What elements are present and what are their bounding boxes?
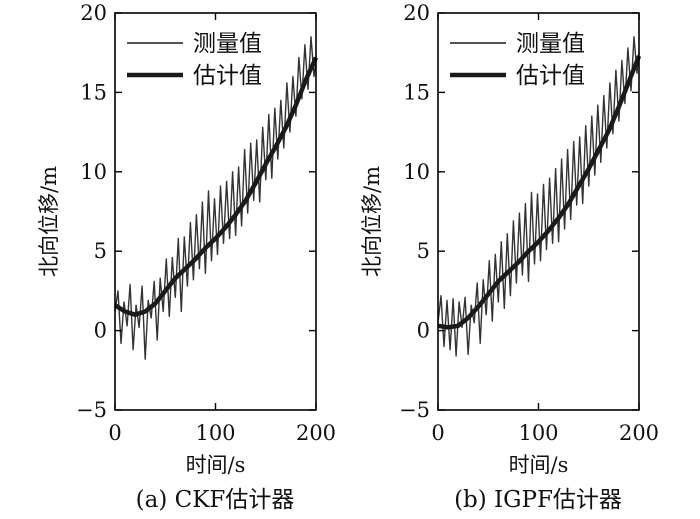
x-tick-label: 100 (518, 421, 558, 445)
x-axis-label: 时间/s (509, 453, 569, 477)
x-tick-label: 0 (431, 421, 444, 445)
y-tick-label: 20 (403, 1, 430, 25)
series-line-measurement (114, 36, 317, 360)
y-tick-label: 0 (94, 319, 107, 343)
y-axis-label: 北向位移/m (37, 166, 61, 277)
legend-entry-label: 测量值 (193, 31, 262, 57)
panel-caption: (a) CKF估计器 (136, 487, 295, 513)
x-tick-label: 100 (195, 421, 235, 445)
y-tick-label: 10 (80, 160, 107, 184)
series-line-estimate (437, 55, 642, 330)
y-tick-label: −5 (399, 398, 430, 422)
x-tick-label: 200 (619, 421, 659, 445)
y-tick-label: 15 (80, 80, 107, 104)
y-tick-label: 20 (80, 1, 107, 25)
legend-entry-label: 估计值 (516, 63, 585, 89)
y-tick-label: 5 (417, 239, 430, 263)
series-line-estimate (113, 56, 319, 317)
panel-caption: (b) IGPF估计器 (454, 487, 622, 513)
y-tick-label: 5 (94, 239, 107, 263)
x-tick-label: 200 (296, 421, 336, 445)
y-tick-label: 10 (403, 160, 430, 184)
y-axis-label: 北向位移/m (360, 166, 384, 277)
y-tick-label: 0 (417, 319, 430, 343)
y-tick-label: −5 (76, 398, 107, 422)
legend-entry-label: 估计值 (193, 63, 262, 89)
x-axis-label: 时间/s (186, 453, 246, 477)
y-tick-label: 15 (403, 80, 430, 104)
x-tick-label: 0 (108, 421, 121, 445)
legend-entry-label: 测量值 (516, 31, 585, 57)
